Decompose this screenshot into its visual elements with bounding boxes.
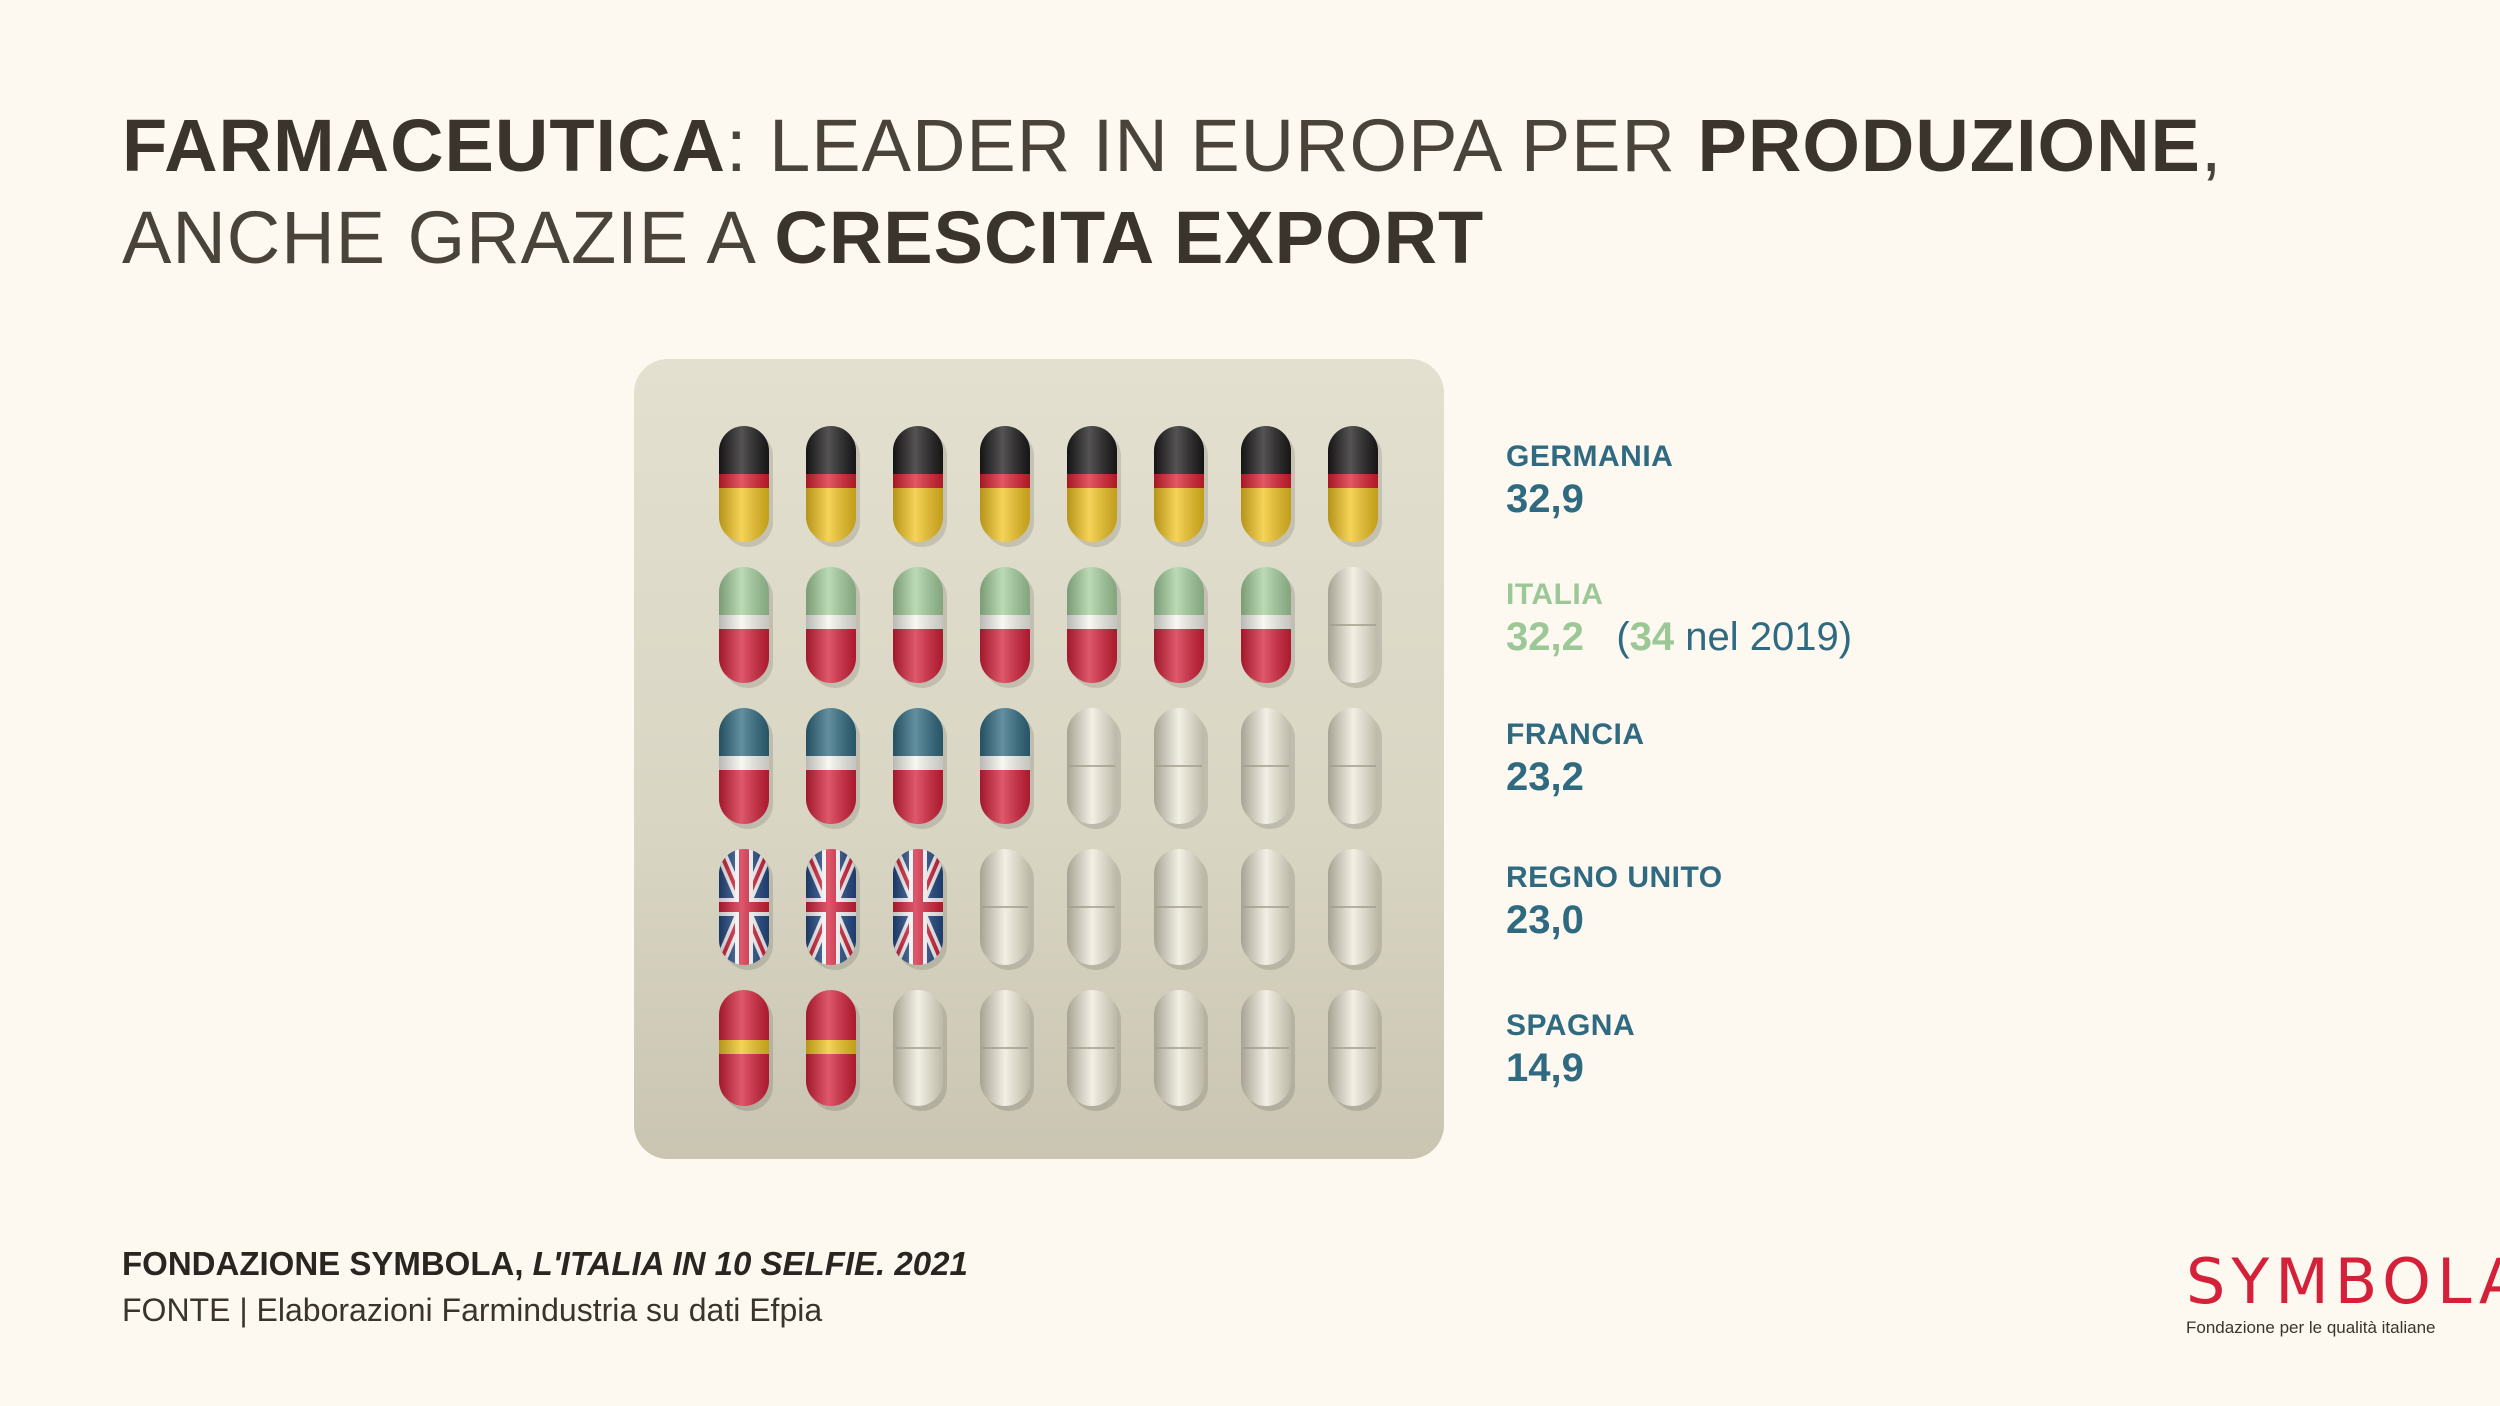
pill-it-filled (980, 567, 1034, 688)
note-open: ( (1616, 615, 1630, 659)
source-org: FONDAZIONE SYMBOLA, (122, 1245, 533, 1282)
pill-it-filled (719, 567, 773, 688)
pill-uk-filled (893, 849, 947, 970)
pill-empty (1067, 708, 1121, 829)
symbola-logo: SYMBOLA Fondazione per le qualità italia… (2186, 1250, 2500, 1338)
pill-empty (1328, 849, 1382, 970)
chart-title: FARMACEUTICA: LEADER IN EUROPA PER PRODU… (122, 100, 2222, 284)
title-word-produzione: PRODUZIONE (1697, 104, 2201, 187)
legend-entry-italia: ITALIA 32,2 (34 nel 2019) (1506, 578, 2206, 662)
pill-de-filled (1241, 426, 1295, 547)
pill-fr-filled (806, 708, 860, 829)
title-word-crescita-export: CRESCITA EXPORT (774, 196, 1485, 279)
legend-entry-germania: GERMANIA 32,9 (1506, 440, 2206, 524)
italy-2019-note: (34 nel 2019) (1616, 612, 1852, 662)
source-publication: L'ITALIA IN 10 SELFIE. 2021 (532, 1245, 968, 1282)
pill-it-filled (806, 567, 860, 688)
pill-empty (1328, 708, 1382, 829)
country-value: 23,0 (1506, 898, 1584, 942)
pill-fr-filled (719, 708, 773, 829)
country-name: ITALIA (1506, 578, 1604, 611)
pill-empty (1328, 567, 1382, 688)
pill-it-filled (1154, 567, 1208, 688)
title-line-2: ANCHE GRAZIE A CRESCITA EXPORT (122, 192, 2222, 284)
title-line-1: FARMACEUTICA: LEADER IN EUROPA PER PRODU… (122, 100, 2222, 192)
pill-it-filled (1241, 567, 1295, 688)
footer: FONDAZIONE SYMBOLA, L'ITALIA IN 10 SELFI… (122, 1242, 968, 1334)
country-value: 32,9 (1506, 477, 1584, 521)
country-value: 32,2 (1506, 615, 1584, 659)
country-name: SPAGNA (1506, 1009, 1636, 1042)
pill-de-filled (980, 426, 1034, 547)
logo-wordmark: SYMBOLA (2186, 1245, 2500, 1318)
pill-uk-filled (719, 849, 773, 970)
pill-de-filled (1067, 426, 1121, 547)
pill-fr-filled (980, 708, 1034, 829)
pill-de-filled (1328, 426, 1382, 547)
pill-de-filled (806, 426, 860, 547)
pill-empty (1241, 990, 1295, 1111)
country-value: 14,9 (1506, 1046, 1584, 1090)
pill-empty (1328, 990, 1382, 1111)
pill-empty (893, 990, 947, 1111)
pill-empty (1154, 708, 1208, 829)
pill-empty (1154, 849, 1208, 970)
country-name: FRANCIA (1506, 718, 1645, 751)
pill-empty (980, 990, 1034, 1111)
legend-entry-regno-unito: REGNO UNITO 23,0 (1506, 861, 2206, 945)
pill-de-filled (893, 426, 947, 547)
legend-entry-spagna: SPAGNA 14,9 (1506, 1009, 2206, 1093)
pill-empty (980, 849, 1034, 970)
legend-entry-francia: FRANCIA 23,2 (1506, 718, 2206, 802)
note-text: nel 2019) (1674, 615, 1853, 659)
title-text: : LEADER IN EUROPA PER (725, 104, 1698, 187)
pill-es-filled (719, 990, 773, 1111)
pill-it-filled (893, 567, 947, 688)
pill-empty (1241, 849, 1295, 970)
pill-de-filled (719, 426, 773, 547)
data-source: FONTE | Elaborazioni Farmindustria su da… (122, 1292, 823, 1328)
pill-empty (1067, 990, 1121, 1111)
pill-grid (719, 426, 1382, 1111)
pill-empty (1241, 708, 1295, 829)
pill-uk-filled (806, 849, 860, 970)
source-credit: FONDAZIONE SYMBOLA, L'ITALIA IN 10 SELFI… (122, 1242, 968, 1286)
logo-tagline: Fondazione per le qualità italiane (2186, 1318, 2436, 1337)
pill-fr-filled (893, 708, 947, 829)
title-comma: , (2200, 104, 2223, 187)
pill-empty (1154, 990, 1208, 1111)
pill-empty (1067, 849, 1121, 970)
country-name: GERMANIA (1506, 440, 1674, 473)
country-value: 23,2 (1506, 755, 1584, 799)
title-word-farmaceutica: FARMACEUTICA (122, 104, 726, 187)
pill-blister-pack (634, 359, 1444, 1159)
pill-de-filled (1154, 426, 1208, 547)
title-text: ANCHE GRAZIE A (122, 196, 775, 279)
pill-it-filled (1067, 567, 1121, 688)
pill-es-filled (806, 990, 860, 1111)
country-name: REGNO UNITO (1506, 861, 1723, 894)
note-value: 34 (1629, 615, 1675, 659)
